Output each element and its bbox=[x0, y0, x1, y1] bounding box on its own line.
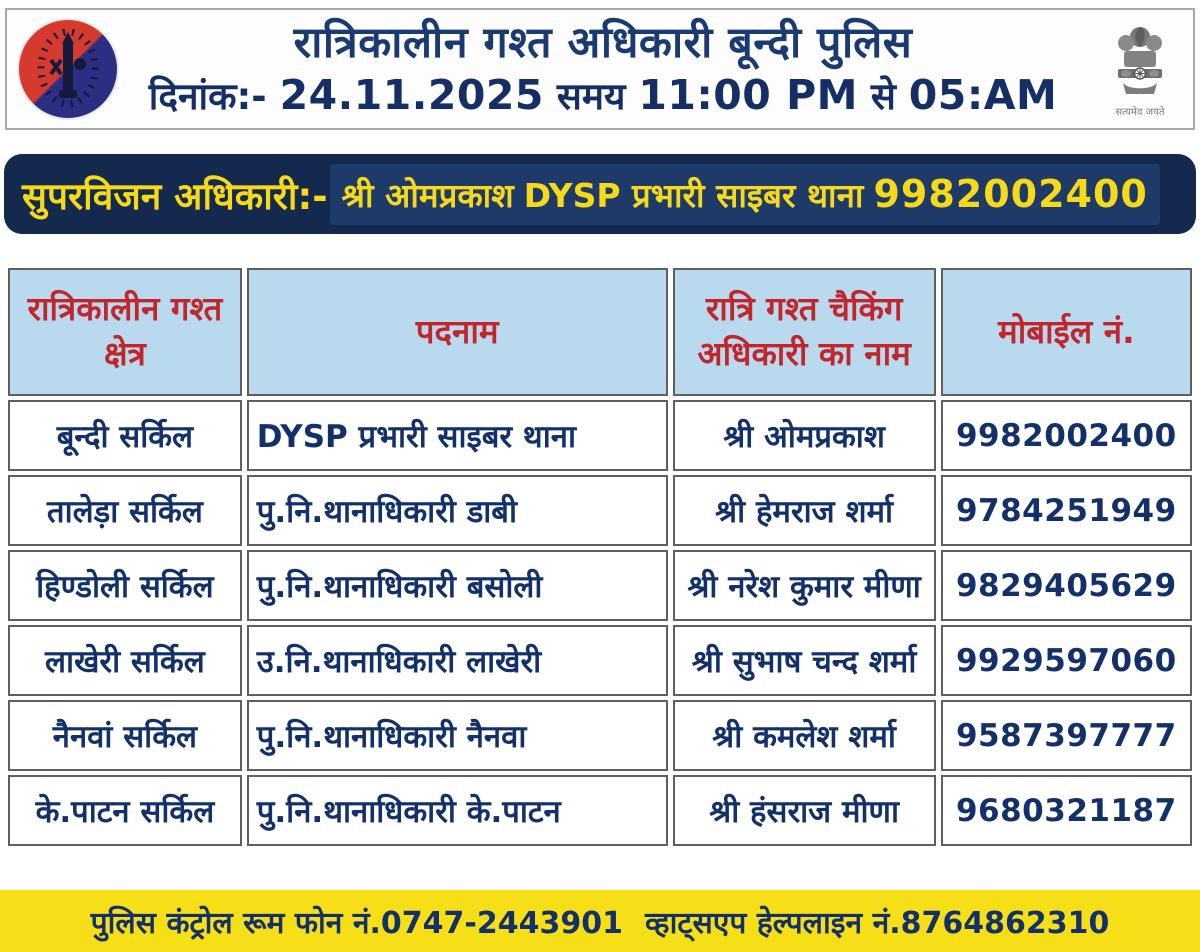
column-header-designation: पदनाम bbox=[246, 268, 668, 396]
patrol-table: रात्रिकालीन गश्त क्षेत्र पदनाम रात्रि गश… bbox=[3, 264, 1197, 850]
supervision-officer: श्री ओमप्रकाश bbox=[341, 175, 514, 215]
header: रात्रिकालीन गश्त अधिकारी बून्दी पुलिस दि… bbox=[5, 8, 1195, 130]
designation-cell: पु.नि.थानाधिकारी के.पाटन bbox=[246, 775, 668, 846]
officer-name-cell: श्री नरेश कुमार मीणा bbox=[672, 550, 936, 621]
supervision-designation: DYSP प्रभारी साइबर थाना bbox=[523, 175, 864, 215]
officer-name-cell: श्री हंसराज मीणा bbox=[672, 775, 936, 846]
mobile-number-cell: 9929597060 bbox=[940, 625, 1192, 696]
control-room-number: पुलिस कंट्रोल रूम फोन नं.0747-2443901 bbox=[90, 905, 623, 941]
patrol-table-header: रात्रिकालीन गश्त क्षेत्र पदनाम रात्रि गश… bbox=[8, 268, 1192, 396]
area-cell: लाखेरी सर्किल bbox=[8, 625, 242, 696]
column-header-area: रात्रिकालीन गश्त क्षेत्र bbox=[8, 268, 242, 396]
designation-cell: पु.नि.थानाधिकारी डाबी bbox=[246, 475, 668, 546]
time-start: 11:00 PM bbox=[638, 71, 858, 120]
emblem-caption: सत्यमेव जयते bbox=[1115, 106, 1165, 118]
supervision-mobile: 9982002400 bbox=[873, 171, 1148, 216]
patrol-table-body: बून्दी सर्किल DYSP प्रभारी साइबर थाना श्… bbox=[8, 400, 1192, 846]
mobile-number-cell: 9982002400 bbox=[940, 400, 1192, 471]
date-label: दिनांक:- bbox=[148, 75, 267, 119]
table-row: के.पाटन सर्किल पु.नि.थानाधिकारी के.पाटन … bbox=[8, 775, 1192, 846]
area-cell: के.पाटन सर्किल bbox=[8, 775, 242, 846]
header-row: रात्रिकालीन गश्त क्षेत्र पदनाम रात्रि गश… bbox=[8, 268, 1192, 396]
mobile-number-cell: 9784251949 bbox=[940, 475, 1192, 546]
area-cell: बून्दी सर्किल bbox=[8, 400, 242, 471]
designation-cell: DYSP प्रभारी साइबर थाना bbox=[246, 400, 668, 471]
column-header-officer: रात्रि गश्त चैकिंग अधिकारी का नाम bbox=[672, 268, 936, 396]
area-cell: हिण्डोली सर्किल bbox=[8, 550, 242, 621]
designation-cell: पु.नि.थानाधिकारी बसोली bbox=[246, 550, 668, 621]
table-row: हिण्डोली सर्किल पु.नि.थानाधिकारी बसोली श… bbox=[8, 550, 1192, 621]
area-cell: नैनवां सर्किल bbox=[8, 700, 242, 771]
rajasthan-police-logo-icon bbox=[17, 18, 119, 120]
table-row: नैनवां सर्किल पु.नि.थानाधिकारी नैनवा श्र… bbox=[8, 700, 1192, 771]
time-end: 05:AM bbox=[908, 71, 1058, 120]
mobile-number-cell: 9680321187 bbox=[940, 775, 1192, 846]
officer-name-cell: श्री सुभाष चन्द शर्मा bbox=[672, 625, 936, 696]
date-value: 24.11.2025 bbox=[279, 71, 544, 120]
mobile-number-cell: 9829405629 bbox=[940, 550, 1192, 621]
supervision-bar: सुपरविजन अधिकारी:- श्री ओमप्रकाश DYSP प्… bbox=[4, 154, 1196, 234]
date-time-line: दिनांक:- 24.11.2025 समय 11:00 PM से 05:A… bbox=[119, 72, 1087, 119]
header-text: रात्रिकालीन गश्त अधिकारी बून्दी पुलिस दि… bbox=[119, 17, 1097, 120]
police-logo-emblem-icon bbox=[37, 28, 99, 108]
supervision-label: सुपरविजन अधिकारी:- bbox=[22, 174, 328, 218]
table-row: बून्दी सर्किल DYSP प्रभारी साइबर थाना श्… bbox=[8, 400, 1192, 471]
officer-name-cell: श्री कमलेश शर्मा bbox=[672, 700, 936, 771]
area-cell: तालेड़ा सर्किल bbox=[8, 475, 242, 546]
designation-cell: पु.नि.थानाधिकारी नैनवा bbox=[246, 700, 668, 771]
time-separator: से bbox=[870, 75, 896, 119]
designation-cell: उ.नि.थानाधिकारी लाखेरी bbox=[246, 625, 668, 696]
mobile-number-cell: 9587397777 bbox=[940, 700, 1192, 771]
page-title: रात्रिकालीन गश्त अधिकारी बून्दी पुलिस bbox=[293, 17, 913, 68]
table-row: तालेड़ा सर्किल पु.नि.थानाधिकारी डाबी श्र… bbox=[8, 475, 1192, 546]
whatsapp-helpline-number: व्हाट्सएप हेल्पलाइन नं.8764862310 bbox=[644, 905, 1110, 941]
footer-bar: पुलिस कंट्रोल रूम फोन नं.0747-2443901 व्… bbox=[0, 890, 1200, 952]
table-row: लाखेरी सर्किल उ.नि.थानाधिकारी लाखेरी श्र… bbox=[8, 625, 1192, 696]
supervision-value: श्री ओमप्रकाश DYSP प्रभारी साइबर थाना 99… bbox=[329, 163, 1160, 225]
time-label: समय bbox=[556, 75, 626, 119]
ashoka-emblem-icon: सत्यमेव जयते bbox=[1097, 21, 1183, 118]
officer-name-cell: श्री हेमराज शर्मा bbox=[672, 475, 936, 546]
officer-name-cell: श्री ओमप्रकाश bbox=[672, 400, 936, 471]
column-header-mobile: मोबाईल नं. bbox=[940, 268, 1192, 396]
